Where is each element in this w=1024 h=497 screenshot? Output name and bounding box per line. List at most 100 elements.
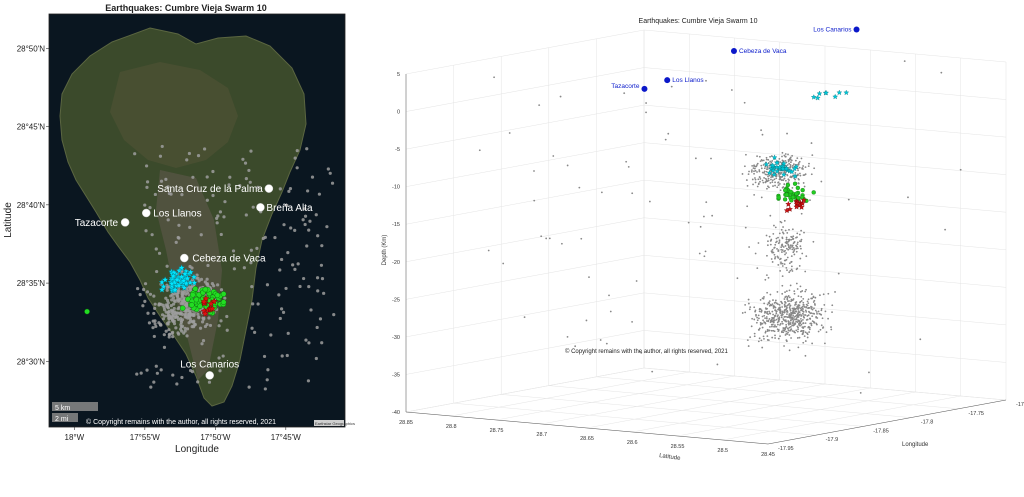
depth-quake-gray	[786, 132, 788, 135]
depth-quake-gray	[787, 323, 790, 326]
depth-quake-gray	[781, 302, 784, 305]
depth-quake-gray	[777, 303, 779, 306]
map-plot-area[interactable]: 5 km 2 mi © Copyright remains with the a…	[49, 14, 355, 427]
depth-quake-gray	[760, 164, 763, 167]
depth-quake-gray	[789, 176, 792, 178]
depth-quake-gray	[805, 306, 808, 309]
depth-quake-gray	[788, 315, 791, 317]
depth-quake-gray	[786, 298, 789, 301]
depth-quake-gray	[783, 177, 786, 180]
map-quake-gray	[225, 314, 229, 319]
depth-quake-gray	[800, 323, 803, 326]
depth-quake-gray	[772, 313, 774, 316]
depth-quake-gray	[768, 300, 771, 303]
depth-quake-gray	[790, 337, 792, 339]
depth-quake-gray	[758, 337, 761, 340]
depth-z-tick-label: -15	[392, 222, 400, 228]
back-wall-grid-line	[643, 217, 1007, 251]
depth-quake-gray	[757, 340, 760, 343]
map-quake-gray	[174, 326, 178, 330]
depth-quake-gray	[803, 325, 806, 328]
map-quake-gray	[211, 193, 215, 198]
map-quake-gray	[193, 323, 197, 327]
depth-quake-gray	[785, 290, 788, 293]
map-quake-gray	[216, 214, 220, 218]
depth-quake-gray	[801, 252, 804, 255]
depth-quake-gray	[783, 329, 786, 332]
depth-quake-gray	[670, 85, 673, 88]
depth-quake-gray	[756, 164, 758, 166]
depth-quake-gray	[802, 301, 805, 304]
depth-quake-gray	[762, 335, 765, 338]
map-quake-gray	[320, 244, 324, 248]
depth-quake-gray	[760, 196, 763, 199]
map-quake-gray	[281, 310, 286, 314]
map-quake-gray	[314, 356, 318, 361]
depth-quake-gray	[759, 177, 762, 180]
depth-quake-gray	[746, 205, 749, 208]
map-quake-gray	[153, 319, 157, 323]
depth-quake-gray	[753, 335, 756, 338]
map-quake-gray	[157, 251, 162, 255]
depth-quake-gray	[804, 290, 807, 293]
map-quake-gray	[171, 334, 175, 339]
map-quake-gray	[191, 175, 195, 179]
depth-quake-green	[783, 188, 788, 193]
depth-quake-gray	[784, 155, 787, 158]
depth-earthquake-layer	[478, 60, 962, 394]
map-quake-gray	[167, 328, 171, 332]
depth-quake-gray	[764, 311, 767, 314]
depth-quake-gray	[758, 317, 760, 320]
depth-quake-gray	[599, 339, 602, 341]
depth-quake-gray	[765, 316, 768, 318]
depth-quake-gray	[834, 291, 836, 293]
depth-quake-gray	[766, 254, 768, 257]
map-quake-gray	[180, 312, 185, 317]
depth-quake-gray	[783, 298, 786, 300]
depth-quake-gray	[765, 320, 768, 322]
depth-quake-gray	[566, 164, 569, 167]
depth-quake-gray	[785, 258, 788, 261]
depth-quake-gray	[770, 155, 773, 157]
map-quake-gray	[175, 382, 179, 386]
map-quake-gray	[280, 354, 284, 358]
map-quake-gray	[152, 311, 156, 316]
depth-quake-gray	[800, 247, 802, 250]
depth-quake-gray	[781, 275, 784, 278]
depth-quake-green	[792, 181, 798, 186]
depth-quake-gray	[789, 304, 792, 307]
depth-quake-gray	[791, 244, 794, 247]
map-quake-gray	[184, 292, 188, 296]
depth-quake-gray	[772, 185, 774, 187]
map-quake-gray	[289, 226, 293, 230]
depth-quake-cyan	[791, 165, 798, 172]
depth-quake-gray	[810, 297, 813, 300]
depth-quake-gray	[802, 322, 804, 325]
depth-quake-gray	[796, 288, 799, 290]
map-place-label: Tazacorte	[75, 218, 119, 229]
map-quake-gray	[152, 380, 156, 384]
depth-quake-gray	[769, 303, 772, 306]
map-quake-gray	[184, 315, 188, 319]
map-quake-gray	[172, 306, 176, 311]
depth-quake-gray	[804, 322, 807, 324]
depth-quake-gray	[774, 256, 777, 258]
map-quake-gray	[188, 368, 193, 373]
depth-quake-gray	[753, 306, 756, 309]
map-quake-gray	[295, 149, 299, 153]
caldera-shape	[110, 62, 238, 168]
depth-quake-gray	[778, 316, 781, 319]
depth-quake-gray	[815, 322, 818, 325]
depth-3d-chart[interactable]: Earthquakes: Cumbre Vieja Swarm 10 28.85…	[372, 0, 1024, 492]
depth-quake-gray	[789, 269, 792, 272]
depth-quake-gray	[762, 159, 765, 162]
depth-quake-gray	[803, 304, 805, 306]
map-quake-gray	[175, 311, 180, 315]
depth-quake-gray	[795, 318, 798, 321]
depth-x-tick-label: 28.7	[536, 432, 547, 438]
map-quake-cyan	[187, 268, 195, 276]
depth-quake-gray	[819, 328, 822, 331]
map-quake-gray	[203, 280, 207, 284]
back-wall-grid-line	[643, 330, 1007, 363]
depth-quake-gray	[859, 391, 862, 394]
